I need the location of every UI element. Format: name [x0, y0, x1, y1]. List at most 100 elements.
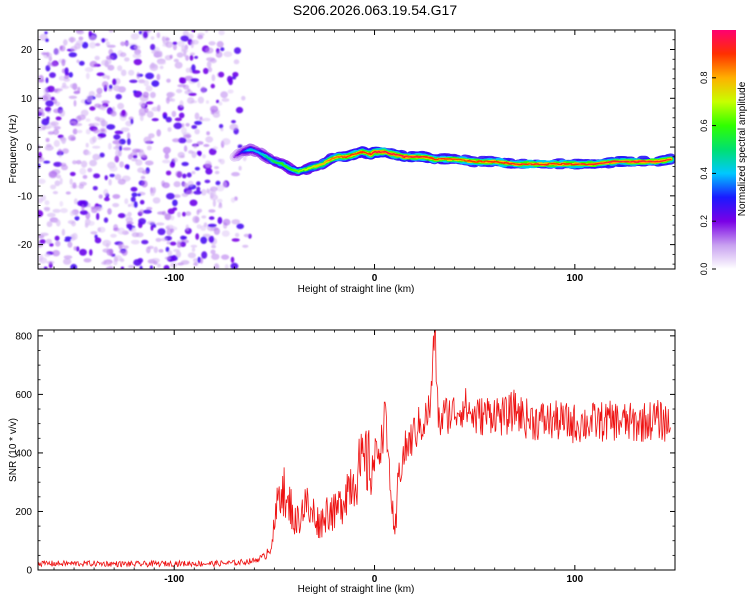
noise-blob	[178, 137, 187, 144]
noise-blob	[115, 85, 120, 92]
noise-blob	[173, 249, 181, 252]
noise-blob	[110, 110, 117, 117]
noise-blob	[193, 144, 197, 149]
noise-blob	[192, 39, 199, 45]
noise-blob	[58, 154, 62, 158]
noise-blob	[208, 216, 215, 220]
noise-blob	[141, 239, 149, 245]
noise-blob	[228, 78, 233, 86]
spectrogram-ridge	[229, 143, 675, 177]
noise-blob	[89, 159, 97, 167]
noise-blob	[218, 204, 223, 209]
noise-blob	[38, 79, 45, 83]
noise-blob	[202, 154, 206, 159]
noise-blob	[69, 178, 73, 185]
noise-blob	[205, 136, 214, 143]
noise-blob	[217, 216, 223, 225]
noise-blob	[56, 174, 61, 179]
noise-blob	[172, 199, 178, 207]
noise-blob	[130, 33, 140, 40]
noise-blob	[232, 71, 239, 78]
noise-blob	[117, 178, 126, 185]
colorbar-label: Normalized spectral amplitude	[737, 81, 748, 216]
spectrogram-frame	[37, 29, 676, 270]
noise-blob	[126, 164, 130, 170]
noise-blob	[92, 186, 98, 191]
noise-blob	[151, 258, 161, 263]
noise-blob	[163, 114, 167, 120]
spectrogram-y-axis-label: Frequency (Hz)	[8, 115, 19, 184]
noise-blob	[115, 93, 122, 100]
noise-blob	[117, 102, 124, 110]
noise-blob	[97, 136, 102, 140]
noise-blob	[70, 263, 78, 269]
noise-blob	[53, 126, 61, 130]
noise-blob	[146, 145, 152, 151]
noise-blob	[81, 41, 89, 49]
noise-blob	[165, 246, 170, 253]
noise-blob	[152, 224, 157, 228]
noise-blob	[99, 152, 105, 158]
noise-blob	[203, 222, 208, 227]
snr-y-axis-label: SNR (10 * v/v)	[8, 418, 19, 482]
noise-blob	[138, 218, 147, 225]
noise-blob	[112, 140, 122, 145]
noise-blob	[208, 41, 216, 46]
noise-blob	[180, 77, 187, 84]
noise-blob	[106, 124, 116, 130]
noise-blob	[234, 232, 240, 238]
noise-blob	[100, 128, 106, 133]
noise-blob	[55, 240, 61, 247]
noise-blob	[109, 165, 118, 172]
noise-blob	[79, 181, 87, 186]
noise-blob	[243, 233, 250, 238]
noise-blob	[177, 84, 186, 88]
noise-blob	[101, 100, 110, 104]
noise-blob	[49, 243, 54, 247]
noise-blob	[46, 212, 56, 218]
noise-blob	[72, 182, 77, 189]
noise-blob	[229, 123, 239, 131]
noise-blob	[181, 127, 187, 135]
noise-blob	[170, 228, 175, 233]
noise-blob	[138, 112, 146, 117]
noise-blob	[221, 98, 230, 102]
noise-blob	[166, 224, 174, 229]
noise-blob	[146, 110, 154, 118]
noise-blob	[46, 116, 50, 121]
noise-blob	[145, 101, 154, 105]
noise-blob	[45, 100, 54, 107]
x-tick-label: 100	[566, 574, 583, 585]
noise-blob	[55, 88, 63, 92]
noise-blob	[136, 72, 140, 79]
x-tick-label: 0	[372, 574, 378, 585]
noise-blob	[204, 179, 211, 184]
noise-blob	[112, 194, 121, 199]
colorbar-tick-label: 0.0	[699, 263, 709, 276]
noise-blob	[132, 148, 141, 153]
noise-blob	[87, 167, 93, 173]
noise-blob	[218, 101, 223, 106]
noise-blob	[220, 127, 224, 132]
noise-blob	[133, 45, 141, 50]
noise-blob	[50, 184, 57, 190]
noise-blob	[82, 174, 88, 179]
noise-blob	[191, 125, 198, 129]
noise-blob	[155, 222, 165, 226]
noise-blob	[59, 201, 64, 207]
noise-blob	[197, 208, 203, 213]
noise-blob	[89, 106, 96, 111]
noise-blob	[173, 181, 181, 188]
noise-blob	[200, 236, 208, 244]
noise-blob	[38, 254, 44, 262]
noise-blob	[161, 180, 166, 187]
noise-blob	[118, 250, 127, 254]
noise-blob	[157, 263, 161, 268]
noise-blob	[219, 158, 225, 165]
noise-blob	[114, 130, 124, 135]
noise-blob	[173, 122, 183, 130]
noise-blob	[165, 170, 172, 176]
noise-blob	[177, 211, 181, 218]
